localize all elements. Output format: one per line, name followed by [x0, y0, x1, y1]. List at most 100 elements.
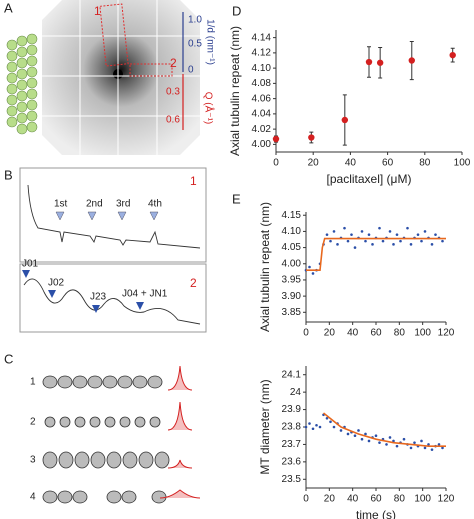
y-tick-label: 3.85 — [282, 307, 302, 318]
point — [357, 429, 360, 432]
y-tick-label: 24.1 — [282, 369, 302, 380]
red-tick: 0.6 — [166, 115, 180, 126]
x-tick-label: 80 — [394, 328, 406, 339]
y-tick-label: 23.9 — [282, 404, 302, 415]
point — [427, 443, 430, 446]
x-tick-label: 40 — [347, 494, 359, 505]
row-label: 2 — [30, 417, 36, 428]
point — [350, 233, 353, 236]
fit-line — [323, 412, 446, 447]
y-tick-label: 3.95 — [282, 275, 302, 286]
point — [408, 57, 415, 64]
y-tick-label: 23.6 — [282, 456, 302, 467]
point — [423, 230, 427, 233]
point — [434, 233, 437, 236]
x-tick-label: 40 — [345, 158, 357, 169]
point — [367, 439, 371, 443]
x-axis-label: [paclitaxel] (μM) — [327, 172, 412, 186]
red-axis-label: Q (Å⁻¹) — [202, 92, 215, 125]
subunit — [104, 416, 116, 428]
point — [318, 425, 322, 429]
y-tick-label: 4.00 — [282, 258, 302, 269]
trace-label: 1 — [190, 174, 197, 188]
point — [376, 59, 384, 66]
point — [399, 239, 402, 243]
bessel-label: J02 — [48, 278, 65, 289]
point — [325, 233, 329, 236]
y-tick-label: 4.02 — [252, 124, 272, 135]
point — [353, 434, 357, 438]
x-tick-label: 60 — [370, 494, 382, 505]
point — [392, 243, 395, 246]
point — [325, 416, 329, 420]
subunit — [106, 451, 122, 469]
order-markers — [55, 211, 159, 221]
x-tick-label: 100 — [414, 494, 431, 505]
diffraction-image — [42, 0, 200, 155]
x-tick-label: 80 — [394, 494, 406, 505]
point — [315, 423, 318, 427]
panel-letter: B — [4, 167, 13, 182]
x-tick-label: 120 — [438, 494, 455, 505]
subunit — [42, 451, 58, 469]
point — [365, 58, 373, 66]
x-tick-label: 20 — [324, 494, 336, 505]
trace-box — [19, 167, 207, 263]
point — [388, 436, 392, 439]
y-tick-label: 4.06 — [252, 93, 272, 104]
y-tick-label: 4.04 — [252, 109, 272, 120]
point — [360, 437, 364, 441]
y-tick-label: 3.90 — [282, 291, 302, 302]
order-label: 4th — [148, 199, 162, 210]
blue-tick: 0 — [188, 65, 194, 76]
point — [364, 239, 367, 243]
y-tick-label: 24 — [290, 387, 302, 398]
point — [406, 226, 409, 230]
point — [308, 265, 311, 269]
x-tick-label: 80 — [419, 158, 431, 169]
point — [381, 239, 385, 243]
row-label: 1 — [30, 377, 36, 388]
x-axis-label: time (s) — [356, 508, 396, 519]
subunit — [42, 375, 58, 389]
point — [329, 239, 332, 243]
point — [304, 425, 308, 429]
row-label: 3 — [30, 455, 36, 466]
y-tick-label: 4.10 — [252, 63, 272, 74]
subunit — [138, 451, 154, 469]
x-tick-label: 0 — [273, 158, 279, 169]
subunit — [121, 490, 137, 504]
x-tick-label: 0 — [303, 494, 309, 505]
bessel-label: J04 + JN1 — [122, 289, 168, 300]
subunit — [87, 375, 103, 389]
y-tick-label: 23.5 — [282, 474, 302, 485]
point — [308, 134, 315, 141]
point — [343, 226, 346, 230]
point — [346, 239, 350, 243]
point — [367, 233, 371, 236]
point — [339, 429, 343, 432]
panel-letter: C — [4, 351, 13, 366]
bessel-label: J23 — [90, 292, 107, 303]
y-tick-label: 4.00 — [252, 139, 272, 150]
point — [388, 230, 392, 233]
point — [346, 432, 350, 436]
x-tick-label: 60 — [370, 328, 382, 339]
point — [336, 243, 339, 246]
x-tick-label: 20 — [308, 158, 320, 169]
subunit — [149, 416, 161, 428]
y-tick-label: 4.08 — [252, 78, 272, 89]
blue-tick: 0.5 — [188, 39, 202, 50]
peak-profiles — [159, 365, 201, 499]
y-tick-label: 4.12 — [252, 48, 272, 59]
point — [392, 439, 395, 443]
subunit — [44, 416, 56, 428]
point — [308, 422, 311, 425]
x-tick-label: 40 — [347, 328, 359, 339]
panel-letter: A — [4, 0, 13, 15]
point — [420, 239, 423, 243]
subunit — [122, 451, 138, 469]
subunit — [59, 416, 71, 428]
point — [385, 443, 388, 446]
point — [402, 437, 406, 441]
